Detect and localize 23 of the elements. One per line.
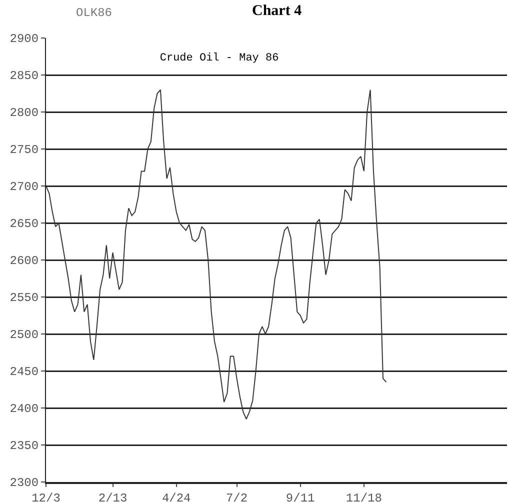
caption: Chart 4 (252, 3, 302, 19)
y-tick-label: 2500 (10, 328, 39, 342)
x-tick-label: 9/11 (286, 491, 315, 502)
y-tick-label: 2600 (10, 254, 39, 268)
y-tick-label: 2450 (10, 365, 39, 380)
y-tick-label: 2650 (10, 217, 39, 232)
text: Crude Oil - May 86 (160, 52, 279, 64)
y-tick-label: 2350 (10, 439, 39, 454)
x-tick-label: 12/3 (32, 491, 60, 502)
y-tick-label: 2700 (10, 180, 39, 194)
y-tick-label: 2750 (10, 143, 39, 158)
y-tick-label: 2300 (10, 476, 39, 490)
y-tick-label: 2800 (10, 106, 39, 120)
x-tick-label: 2/13 (98, 491, 128, 502)
y-tick-label: 2900 (10, 32, 39, 46)
text: OLK86 (76, 6, 112, 20)
x-tick-label: 11/18 (346, 491, 382, 502)
x-tick-label: 4/24 (162, 491, 191, 502)
y-tick-label: 2550 (10, 291, 39, 306)
y-tick-label: 2850 (10, 69, 39, 84)
y-tick-label: 2400 (10, 402, 39, 416)
x-tick-label: 7/2 (226, 491, 248, 502)
line-series (46, 89, 387, 420)
